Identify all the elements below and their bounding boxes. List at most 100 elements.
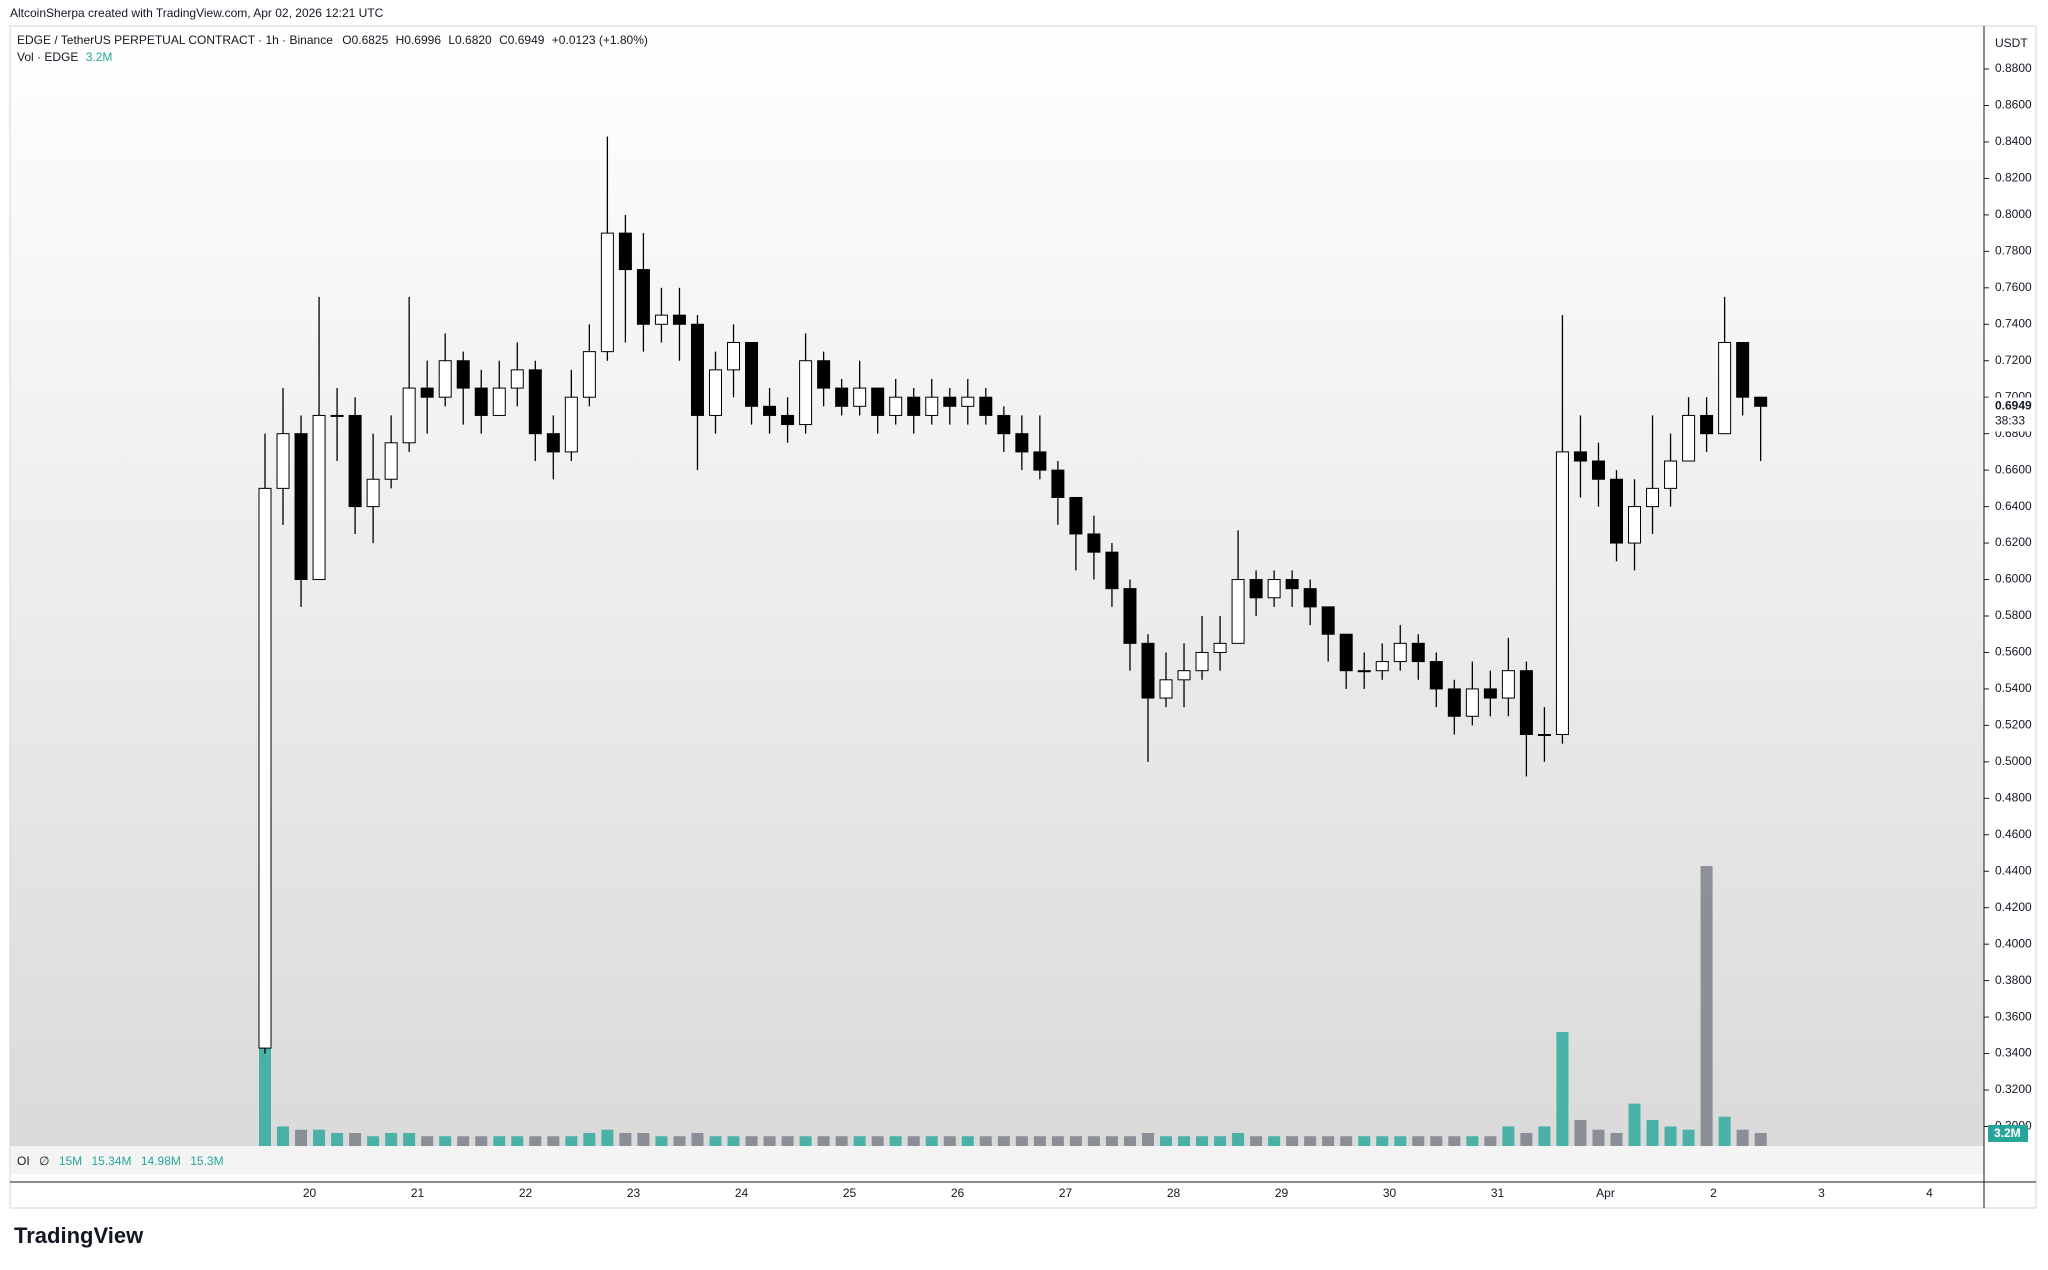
- volume-bar: [961, 1136, 974, 1146]
- candle-body: [456, 360, 470, 389]
- volume-bar: [1466, 1136, 1479, 1146]
- volume-bar: [871, 1136, 884, 1146]
- volume-bar: [1304, 1136, 1317, 1146]
- y-tick-label: 0.5200: [1995, 718, 2032, 732]
- open: O0.6825: [342, 33, 388, 47]
- volume-bar: [619, 1132, 632, 1146]
- attribution: AltcoinSherpa created with TradingView.c…: [10, 6, 384, 20]
- candle-body: [1483, 688, 1497, 699]
- volume-bar: [1196, 1136, 1209, 1146]
- current-price: 0.6949: [1995, 399, 2032, 413]
- volume-bar: [385, 1132, 398, 1146]
- candle-body: [907, 396, 921, 416]
- volume-bar: [1268, 1136, 1281, 1146]
- volume-bar: [1141, 1132, 1154, 1146]
- x-tick-label: 3: [1818, 1186, 1825, 1200]
- oi-value: 15.34M: [92, 1154, 132, 1168]
- candle-body: [1285, 579, 1299, 590]
- volume-bar: [1574, 1119, 1587, 1146]
- candle-body: [1141, 642, 1155, 699]
- candle-body: [1357, 670, 1371, 673]
- volume-bar: [1286, 1136, 1299, 1146]
- x-tick-label: 21: [411, 1186, 425, 1200]
- candle-body: [366, 478, 380, 508]
- candle-body: [1519, 670, 1533, 736]
- oi-legend: OI ∅ 15M 15.34M 14.98M 15.3M: [17, 1154, 224, 1168]
- x-tick-label: 29: [1275, 1186, 1289, 1200]
- candle-body: [1700, 414, 1714, 435]
- candle-body: [1682, 414, 1696, 462]
- candle-body: [330, 414, 344, 417]
- y-tick-label: 0.5800: [1995, 608, 2032, 622]
- volume-bar: [1718, 1116, 1731, 1146]
- x-tick-label: 20: [303, 1186, 317, 1200]
- candle-body: [1573, 451, 1587, 462]
- candle-body: [1177, 670, 1191, 681]
- high: H0.6996: [396, 33, 442, 47]
- volume-bar: [1664, 1126, 1677, 1146]
- volume-bar: [655, 1136, 668, 1146]
- y-tick-label: 0.7200: [1995, 353, 2032, 367]
- candle-body: [889, 396, 903, 416]
- currency: USDT: [1995, 36, 2028, 50]
- candle-body: [276, 433, 290, 489]
- volume-bar: [259, 1048, 271, 1146]
- candle-body: [745, 342, 759, 407]
- candle-body: [1754, 396, 1768, 407]
- x-tick-label: 26: [951, 1186, 965, 1200]
- candle-body: [835, 387, 849, 407]
- volume-bar: [1358, 1136, 1371, 1146]
- volume-bar: [691, 1132, 704, 1146]
- volume-bar: [1087, 1136, 1100, 1146]
- volume-bar: [1123, 1136, 1136, 1146]
- candle-body: [1249, 579, 1263, 599]
- candle-body: [546, 433, 560, 453]
- volume-bar: [403, 1132, 416, 1146]
- low: L0.6820: [448, 33, 492, 47]
- candle-body: [1393, 642, 1407, 663]
- x-tick-label: 28: [1167, 1186, 1181, 1200]
- y-tick-label: 0.5600: [1995, 645, 2032, 659]
- volume-bar: [709, 1136, 722, 1146]
- volume-bar: [529, 1136, 542, 1146]
- volume-bar: [637, 1132, 650, 1146]
- candle-body: [600, 232, 614, 353]
- candle-body: [997, 414, 1011, 435]
- y-tick-label: 0.5000: [1995, 754, 2032, 768]
- x-tick-label: 31: [1491, 1186, 1505, 1200]
- candle-body: [1447, 688, 1461, 717]
- volume-label-box: [1988, 1124, 2028, 1142]
- volume-bar: [1412, 1136, 1425, 1146]
- candle-body: [1159, 679, 1173, 699]
- candle-body: [1213, 642, 1227, 653]
- oi-symbol: ∅: [39, 1154, 49, 1168]
- volume-bar: [1538, 1126, 1551, 1146]
- candle-body: [510, 369, 524, 389]
- volume-bar: [277, 1126, 290, 1146]
- volume-bar: [727, 1136, 740, 1146]
- candle-body: [1736, 342, 1750, 398]
- candle-body: [258, 487, 272, 1049]
- volume-bar: [997, 1136, 1010, 1146]
- volume-bar: [1700, 866, 1713, 1146]
- volume-bar: [1502, 1126, 1515, 1146]
- candle-body: [943, 396, 957, 407]
- candle-body: [1610, 478, 1623, 544]
- y-tick-label: 0.3800: [1995, 973, 2032, 987]
- volume-bar: [349, 1132, 362, 1146]
- volume-bar: [1214, 1136, 1227, 1146]
- volume-bar: [925, 1136, 938, 1146]
- oi-label: OI: [17, 1154, 30, 1168]
- volume-bar: [1682, 1129, 1695, 1146]
- y-tick-label: 0.8200: [1995, 171, 2032, 185]
- y-tick-label: 0.6000: [1995, 572, 2032, 586]
- volume-bar: [1376, 1136, 1389, 1146]
- candle-body: [474, 387, 488, 416]
- volume-bar: [1520, 1132, 1533, 1146]
- candle-body: [1069, 496, 1083, 535]
- volume-bar: [475, 1136, 488, 1146]
- candle-body: [925, 396, 939, 416]
- y-tick-label: 0.3600: [1995, 1009, 2032, 1023]
- candle-body: [799, 360, 813, 426]
